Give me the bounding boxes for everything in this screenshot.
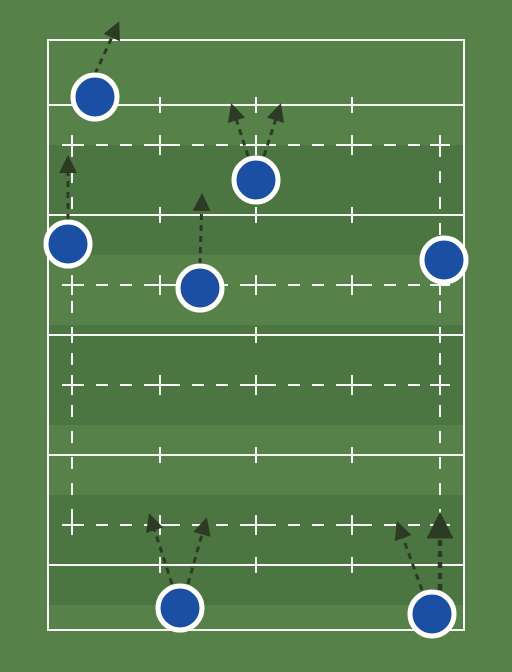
player-marker	[178, 266, 222, 310]
player-marker	[158, 586, 202, 630]
player-marker	[234, 158, 278, 202]
field-band	[48, 495, 464, 605]
rugby-pitch-diagram	[0, 0, 512, 672]
player-marker	[73, 75, 117, 119]
player-marker	[46, 222, 90, 266]
player-marker	[422, 238, 466, 282]
player-marker	[410, 592, 454, 636]
